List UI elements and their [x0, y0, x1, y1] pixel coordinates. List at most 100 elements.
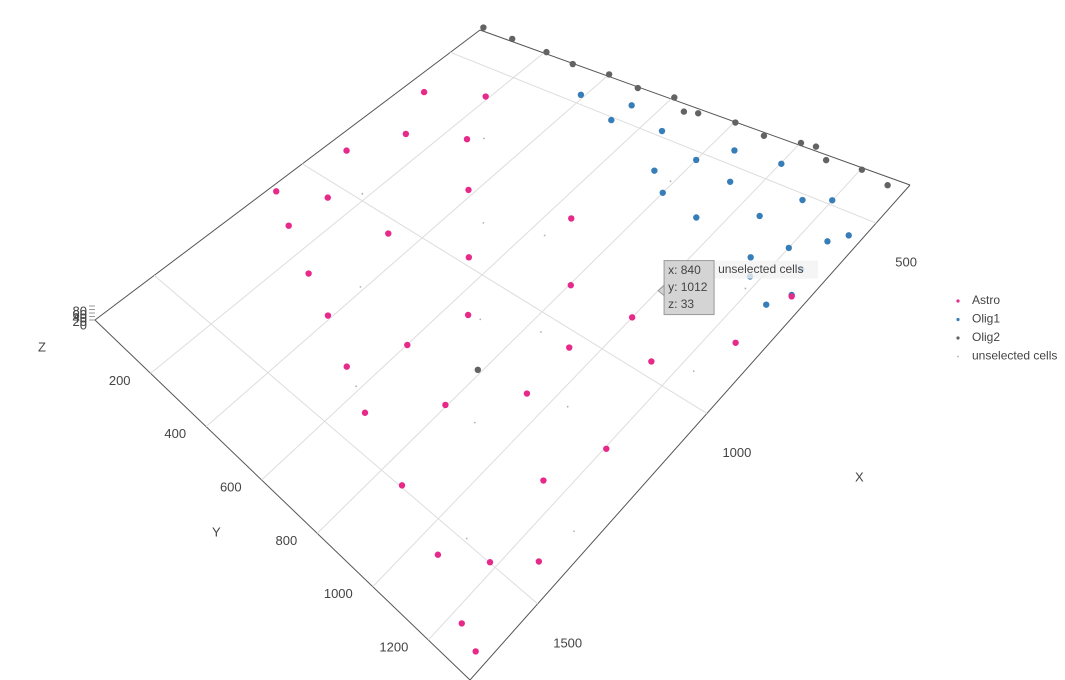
legend-marker: [956, 299, 960, 303]
point: [605, 71, 613, 78]
legend-marker: [956, 317, 960, 322]
point: [473, 421, 476, 424]
point: [479, 318, 482, 321]
point: [465, 537, 468, 540]
point: [669, 180, 672, 183]
point: [540, 477, 547, 484]
hover-arrow: [657, 284, 665, 297]
y-axis-title: Y: [212, 524, 221, 539]
axis-edge: [469, 184, 911, 680]
point: [486, 559, 494, 566]
grid-line: [261, 98, 672, 481]
point: [778, 160, 785, 167]
point: [305, 270, 312, 277]
x-tick-label: 1500: [553, 635, 582, 650]
point: [480, 24, 487, 31]
point: [465, 186, 472, 194]
point: [634, 84, 642, 92]
x-tick-label: 1000: [722, 445, 751, 460]
legend-label: Olig1: [972, 312, 1000, 326]
point: [797, 139, 805, 147]
point: [648, 358, 655, 365]
point: [658, 127, 666, 135]
point: [568, 215, 575, 222]
point: [523, 390, 531, 397]
point: [398, 482, 406, 489]
point: [463, 136, 471, 143]
axis-box: [94, 29, 911, 680]
legend-marker: [957, 355, 959, 358]
point: [788, 293, 795, 300]
point: [628, 102, 635, 109]
point: [543, 234, 546, 237]
point: [799, 196, 806, 204]
point: [693, 156, 700, 164]
z-tick-label: 80: [73, 303, 87, 318]
legend: Astro Olig1 Olig2 unselected cells: [956, 293, 1057, 363]
point: [651, 167, 658, 174]
y-tick-label: 600: [220, 479, 242, 494]
point: [845, 232, 852, 239]
grid-line: [427, 167, 863, 641]
point: [359, 285, 362, 288]
y-tick-label: 800: [276, 533, 298, 548]
point: [343, 147, 350, 154]
y-tick-label: 200: [109, 373, 131, 388]
y-tick-label: 1200: [379, 639, 408, 654]
point: [763, 301, 770, 308]
point: [474, 366, 482, 374]
y-tick-label: 400: [164, 426, 186, 441]
point: [434, 551, 442, 558]
point: [732, 339, 739, 346]
point: [659, 189, 666, 196]
point: [482, 221, 485, 224]
point: [822, 156, 830, 164]
grid-line: [150, 52, 545, 374]
hover-line: z: 33: [668, 297, 694, 311]
point: [324, 194, 331, 201]
grid-line: [372, 144, 799, 588]
point: [355, 385, 358, 388]
point: [671, 94, 678, 101]
point: [509, 35, 516, 43]
point: [442, 401, 449, 409]
y-tick-label: 1000: [324, 586, 353, 601]
point: [732, 119, 739, 126]
z-tick-label: 0: [80, 317, 87, 332]
point: [385, 230, 392, 237]
point: [402, 130, 410, 138]
point: [569, 60, 576, 68]
axis-edge: [94, 29, 481, 321]
point: [285, 222, 292, 229]
grid-line: [302, 163, 708, 414]
grid-line: [205, 75, 608, 428]
point: [747, 254, 754, 261]
point: [540, 331, 542, 333]
legend-label: Olig2: [972, 330, 1000, 344]
point: [760, 132, 768, 139]
legend-label: Astro: [972, 293, 1000, 307]
point: [812, 143, 820, 150]
hover-line: y: 1012: [668, 280, 708, 294]
point: [567, 282, 574, 289]
point: [361, 192, 364, 195]
point: [608, 116, 615, 124]
point: [603, 445, 610, 452]
point: [543, 48, 550, 56]
z-tick-label: 60: [73, 307, 87, 322]
z-tick-label: 20: [73, 314, 87, 329]
grid-line: [153, 275, 539, 605]
grid-line: [450, 51, 877, 224]
point: [273, 188, 280, 195]
point: [680, 108, 688, 115]
point: [744, 287, 747, 290]
point: [472, 648, 479, 655]
point: [726, 178, 734, 185]
point: [692, 370, 695, 372]
point: [884, 182, 891, 189]
point: [566, 405, 569, 408]
grid-line: [316, 121, 736, 534]
